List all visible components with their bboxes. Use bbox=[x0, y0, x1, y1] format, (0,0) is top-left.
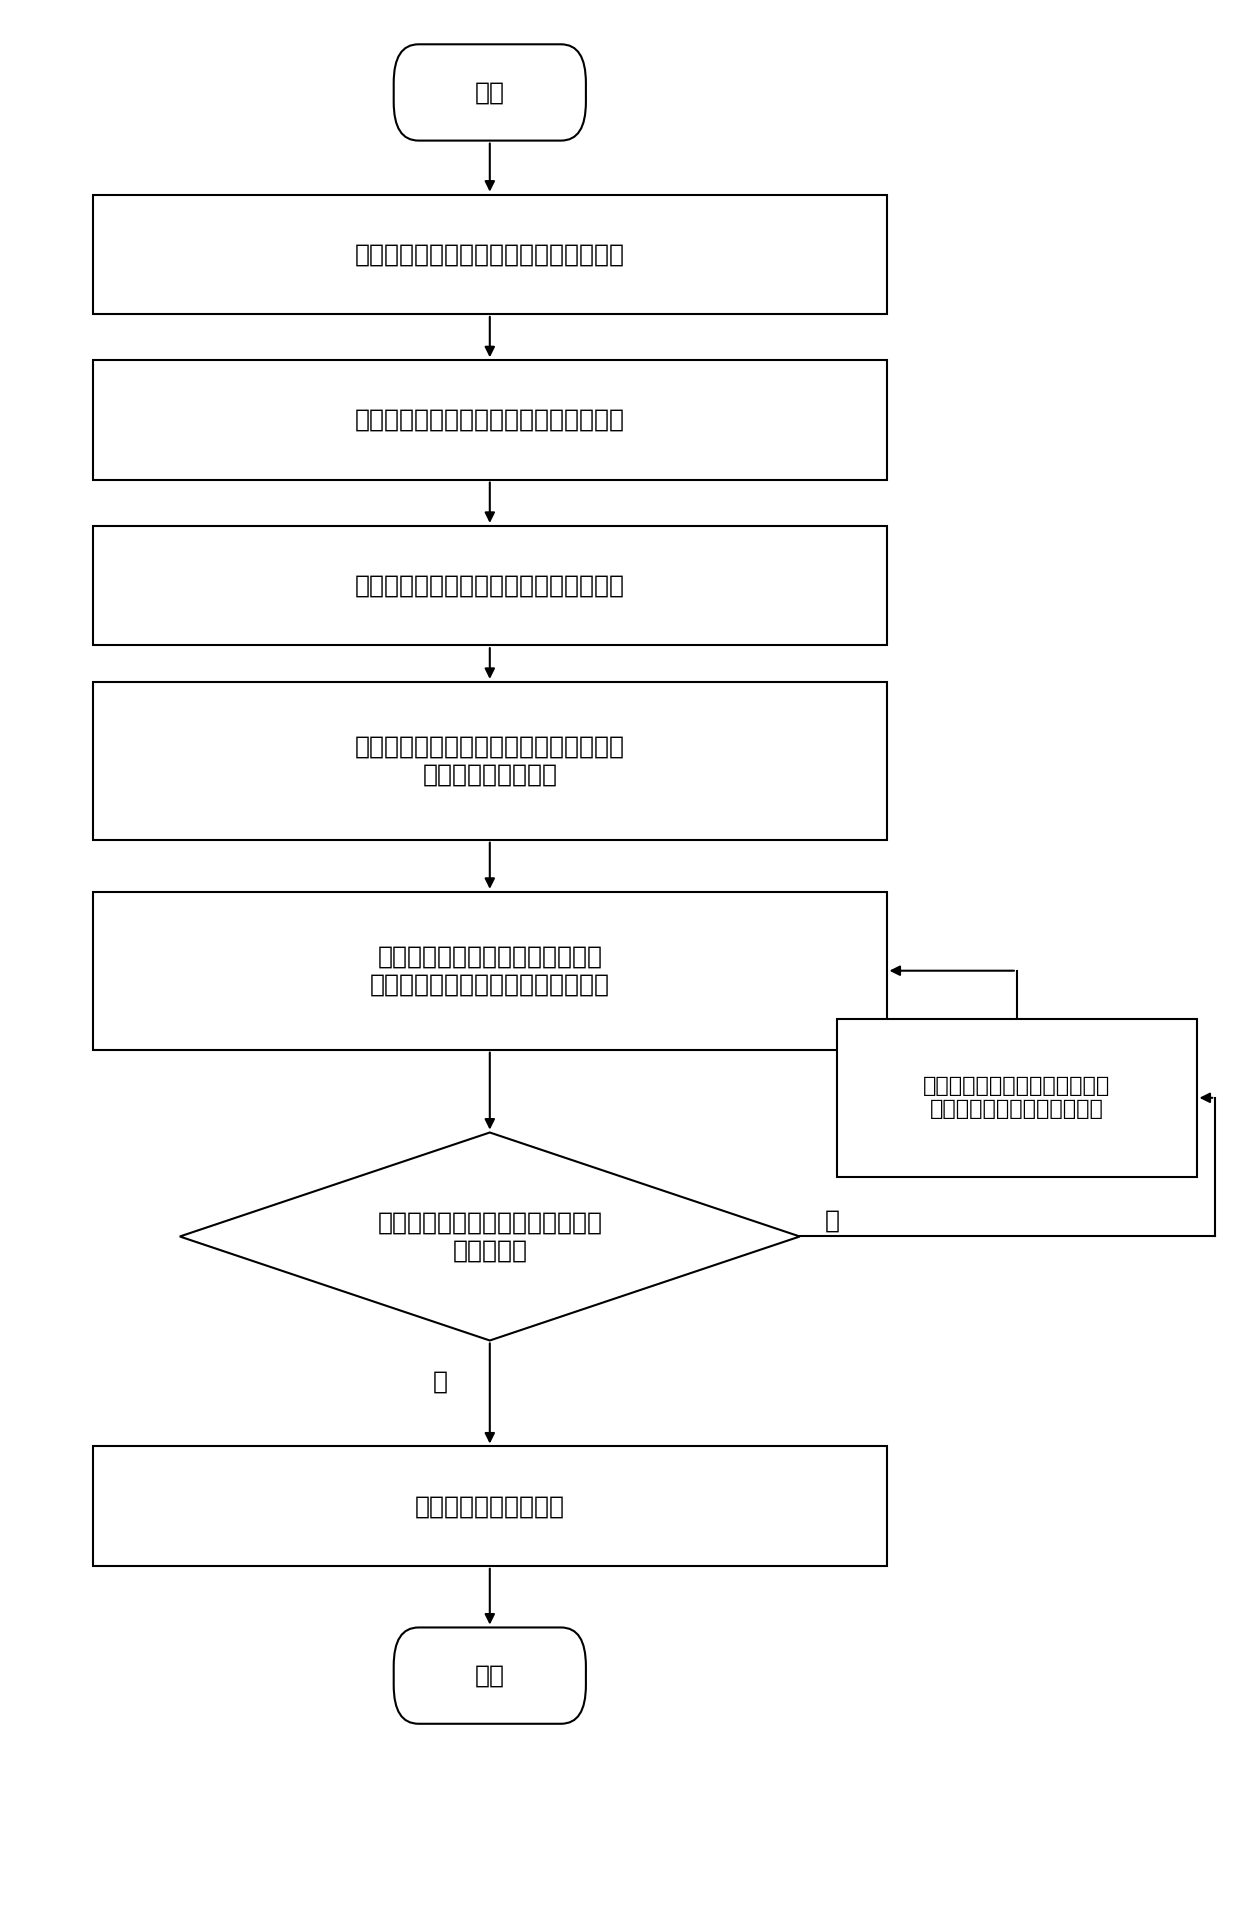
Text: 否: 否 bbox=[825, 1210, 839, 1233]
Text: 将归一化相关系数次大的模态的
瞬时频率的均值作为基本频率: 将归一化相关系数次大的模态的 瞬时频率的均值作为基本频率 bbox=[923, 1077, 1111, 1119]
FancyBboxPatch shape bbox=[394, 1627, 587, 1724]
Text: 是: 是 bbox=[433, 1369, 448, 1392]
Text: 结束: 结束 bbox=[475, 1664, 505, 1687]
Bar bbox=[93, 892, 887, 1050]
Text: 计算每个分解所得模态的瞬时频率的均值: 计算每个分解所得模态的瞬时频率的均值 bbox=[355, 574, 625, 597]
Text: 采集待检测工业过程控制回路的输出信号: 采集待检测工业过程控制回路的输出信号 bbox=[355, 243, 625, 266]
Bar bbox=[93, 195, 887, 314]
Text: 计算当前基本频率对应模态之外的
其他所有模态的置信区间上限和下限: 计算当前基本频率对应模态之外的 其他所有模态的置信区间上限和下限 bbox=[370, 946, 610, 996]
Text: 开始: 开始 bbox=[475, 81, 505, 104]
Polygon shape bbox=[180, 1132, 800, 1340]
Bar bbox=[93, 526, 887, 645]
Bar bbox=[93, 682, 887, 840]
Text: 用改进自适应调频模态分解方法分解信号: 用改进自适应调频模态分解方法分解信号 bbox=[355, 408, 625, 431]
Bar bbox=[93, 360, 887, 480]
Text: 判断该置信区间内是否存在基本频
率的整数倍: 判断该置信区间内是否存在基本频 率的整数倍 bbox=[377, 1211, 603, 1262]
Text: 该回路存在非线性振荡: 该回路存在非线性振荡 bbox=[415, 1495, 564, 1518]
Bar bbox=[93, 1446, 887, 1566]
Text: 将归一化相关系数最大的模态的瞬时频率
的均值作为基本频率: 将归一化相关系数最大的模态的瞬时频率 的均值作为基本频率 bbox=[355, 736, 625, 786]
FancyBboxPatch shape bbox=[394, 44, 587, 141]
Bar bbox=[837, 1019, 1197, 1177]
